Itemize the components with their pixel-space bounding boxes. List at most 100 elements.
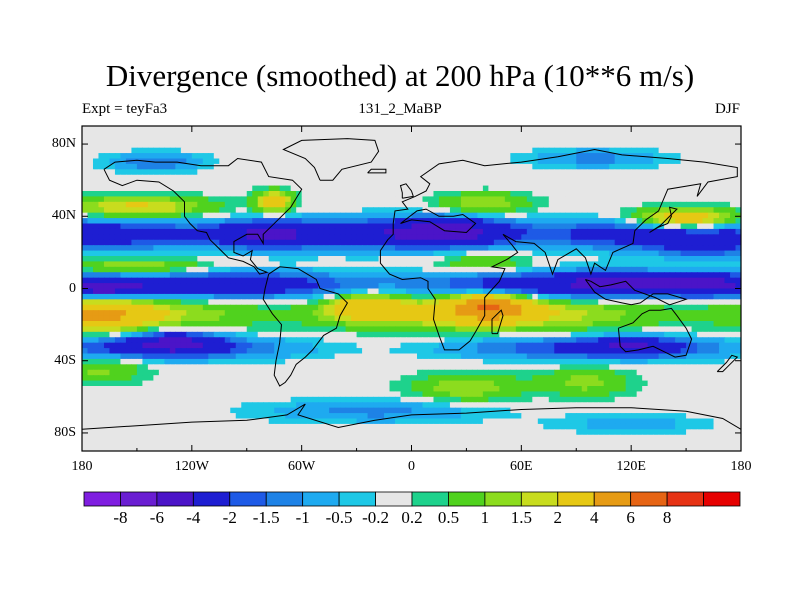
field-cell bbox=[691, 142, 698, 149]
field-cell bbox=[499, 283, 506, 290]
field-cell bbox=[504, 299, 511, 306]
field-cell bbox=[340, 218, 347, 225]
field-cell bbox=[609, 326, 616, 333]
field-cell bbox=[246, 234, 253, 241]
field-cell bbox=[246, 185, 253, 192]
field-cell bbox=[658, 277, 665, 284]
field-cell bbox=[730, 321, 737, 328]
field-cell bbox=[142, 283, 149, 290]
field-cell bbox=[323, 261, 330, 268]
field-cell bbox=[164, 201, 171, 208]
field-cell bbox=[345, 272, 352, 279]
field-cell bbox=[274, 131, 281, 138]
field-cell bbox=[543, 228, 550, 235]
field-cell bbox=[515, 315, 522, 322]
field-cell bbox=[730, 337, 737, 344]
field-cell bbox=[614, 304, 621, 311]
field-cell bbox=[642, 207, 649, 214]
field-cell bbox=[219, 304, 226, 311]
field-cell bbox=[466, 185, 473, 192]
field-cell bbox=[735, 277, 741, 284]
field-cell bbox=[686, 147, 693, 154]
field-cell bbox=[274, 304, 281, 311]
field-cell bbox=[164, 126, 171, 133]
field-cell bbox=[318, 158, 325, 165]
field-cell bbox=[411, 331, 418, 338]
field-cell bbox=[680, 337, 687, 344]
field-cell bbox=[609, 163, 616, 170]
field-cell bbox=[471, 153, 478, 160]
field-cell bbox=[510, 201, 517, 208]
field-cell bbox=[422, 299, 429, 306]
field-cell bbox=[230, 321, 237, 328]
field-cell bbox=[241, 212, 248, 219]
field-cell bbox=[669, 256, 676, 263]
field-cell bbox=[592, 283, 599, 290]
field-cell bbox=[499, 342, 506, 349]
field-cell bbox=[246, 277, 253, 284]
field-cell bbox=[334, 331, 341, 338]
field-cell bbox=[235, 321, 242, 328]
field-cell bbox=[620, 283, 627, 290]
field-cell bbox=[175, 169, 182, 176]
field-cell bbox=[263, 142, 270, 149]
field-cell bbox=[653, 261, 660, 268]
field-cell bbox=[230, 266, 237, 273]
field-cell bbox=[411, 207, 418, 214]
field-cell bbox=[510, 196, 517, 203]
field-cell bbox=[312, 348, 319, 355]
field-cell bbox=[180, 266, 187, 273]
field-cell bbox=[702, 147, 709, 154]
field-cell bbox=[367, 163, 374, 170]
field-cell bbox=[241, 250, 248, 257]
field-cell bbox=[664, 218, 671, 225]
field-cell bbox=[433, 342, 440, 349]
field-cell bbox=[252, 218, 259, 225]
field-cell bbox=[274, 180, 281, 187]
field-cell bbox=[471, 228, 478, 235]
field-cell bbox=[158, 185, 165, 192]
field-cell bbox=[164, 342, 171, 349]
field-cell bbox=[180, 153, 187, 160]
field-cell bbox=[224, 163, 231, 170]
field-cell bbox=[598, 169, 605, 176]
colorbar-level-label: -8 bbox=[113, 508, 128, 527]
field-cell bbox=[488, 299, 495, 306]
field-cell bbox=[603, 256, 610, 263]
field-cell bbox=[312, 131, 319, 138]
field-cell bbox=[318, 223, 325, 230]
field-cell bbox=[636, 266, 643, 273]
field-cell bbox=[587, 169, 594, 176]
field-cell bbox=[730, 207, 737, 214]
field-cell bbox=[697, 201, 704, 208]
field-cell bbox=[208, 191, 215, 198]
field-cell bbox=[367, 331, 374, 338]
field-cell bbox=[103, 142, 111, 149]
field-cell bbox=[230, 326, 237, 333]
field-cell bbox=[351, 169, 358, 176]
field-cell bbox=[636, 180, 643, 187]
field-cell bbox=[499, 223, 506, 230]
field-cell bbox=[521, 234, 528, 241]
field-cell bbox=[713, 272, 720, 279]
field-cell bbox=[329, 163, 336, 170]
field-cell bbox=[87, 218, 94, 225]
field-cell bbox=[554, 337, 561, 344]
field-cell bbox=[208, 185, 215, 192]
field-cell bbox=[131, 337, 138, 344]
field-cell bbox=[82, 250, 89, 257]
field-cell bbox=[581, 277, 588, 284]
field-cell bbox=[504, 261, 511, 268]
field-cell bbox=[702, 331, 709, 338]
field-cell bbox=[477, 256, 484, 263]
field-cell bbox=[384, 196, 391, 203]
field-cell bbox=[235, 147, 242, 154]
field-cell bbox=[279, 131, 286, 138]
field-cell bbox=[576, 239, 583, 246]
field-cell bbox=[186, 299, 193, 306]
field-cell bbox=[329, 299, 336, 306]
field-cell bbox=[532, 315, 539, 322]
field-cell bbox=[103, 293, 111, 300]
field-cell bbox=[318, 201, 325, 208]
field-cell bbox=[488, 223, 495, 230]
